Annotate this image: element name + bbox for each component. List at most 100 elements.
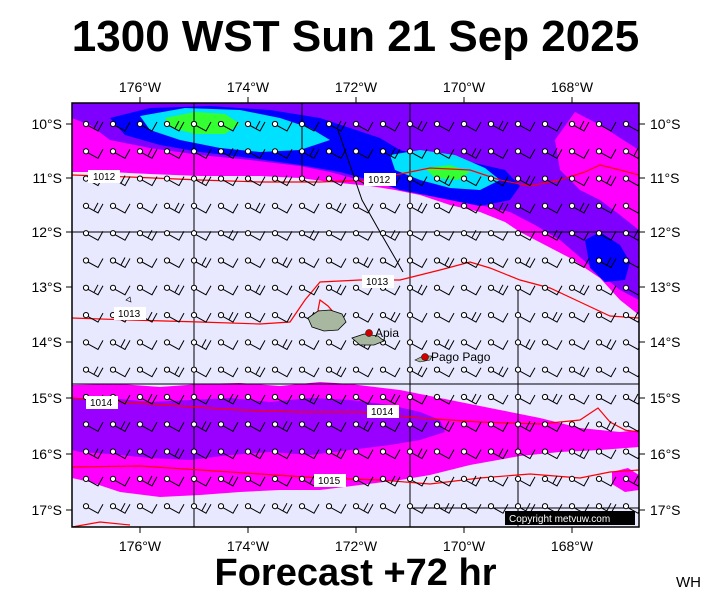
wind-barb-shaft [114, 258, 131, 269]
wind-barb-feather [282, 175, 288, 184]
wind-barb-station [379, 421, 387, 428]
wind-barb-station [136, 366, 144, 373]
wind-barb [109, 230, 131, 241]
wind-barb-feather [552, 393, 558, 402]
wind-barb-feather [444, 175, 450, 184]
rain-band-north-green [165, 112, 240, 134]
lon-label-top: 168°W [551, 79, 594, 95]
wind-barb-feather [282, 339, 288, 348]
wind-barb-shaft [601, 532, 616, 541]
wind-barb-station [514, 257, 522, 264]
wind-barb-shaft [249, 367, 266, 378]
wind-barb-shaft [411, 449, 428, 460]
wind-barb-shaft [303, 121, 320, 132]
wind-barb-feather [606, 175, 612, 184]
wind-barb-shaft [276, 340, 293, 351]
wind-barb [406, 475, 428, 487]
wind-barb [217, 503, 239, 514]
lat-labels-left: 10°S 11°S 12°S 13°S 14°S 15°S 16°S 17°S [31, 116, 62, 518]
wind-barb-feather [633, 393, 639, 402]
wind-barb-feather [633, 311, 639, 320]
wind-barb-feather [498, 120, 504, 129]
wind-barb [433, 312, 455, 323]
wind-barb-station [190, 475, 198, 482]
upolu-island [351, 333, 385, 346]
wind-barb-station [136, 393, 144, 401]
wind-barb-shaft [573, 449, 590, 460]
wind-barb-shaft [384, 340, 401, 351]
wind-barb-feather [93, 202, 99, 211]
wind-barb-station [352, 503, 360, 510]
lon-label-top: 172°W [335, 79, 378, 95]
wind-barb [514, 312, 536, 323]
wind-barb [487, 175, 509, 187]
wind-barb-station [514, 312, 522, 319]
wind-barb-shaft [411, 340, 428, 351]
wind-barb-station [541, 393, 549, 401]
pago-pago-label: Pago Pago [431, 350, 491, 364]
small-island-west [125, 296, 132, 303]
rain-band-north-blue-east [585, 232, 630, 282]
wind-barb [487, 284, 509, 296]
wind-barb-feather [201, 502, 207, 511]
wind-barb [352, 257, 374, 269]
wind-barb-station [352, 393, 360, 401]
wind-barb-shaft [492, 340, 509, 351]
wind-barb-feather [417, 448, 423, 457]
lat-label-left: 10°S [31, 116, 62, 132]
wind-barb-feather [580, 531, 584, 539]
lat-label-left: 15°S [31, 390, 62, 406]
wind-barb-shaft [330, 422, 347, 432]
wind-barb-feather [525, 175, 531, 184]
isobar-label-1015: 1015 [318, 476, 341, 487]
wind-barb [163, 366, 185, 378]
wind-barb [406, 312, 428, 323]
wind-barb [271, 257, 293, 269]
wind-barb [541, 366, 563, 378]
wind-barb-station [190, 366, 198, 373]
wind-barb-station [595, 230, 603, 237]
wind-barb-shaft [222, 476, 239, 487]
wind-barb [406, 339, 428, 351]
wind-barb [271, 393, 293, 405]
wind-barb [217, 284, 239, 296]
wind-barb [352, 502, 374, 514]
wind-barb [514, 148, 536, 159]
wind-barb [541, 175, 563, 187]
wind-barb-station [487, 339, 495, 346]
wind-barb-station [460, 312, 468, 319]
wind-barb-station [82, 503, 90, 510]
wind-barb [595, 475, 617, 487]
wind-barb-shaft [519, 449, 536, 460]
wind-barb [352, 284, 374, 296]
lat-label-right: 14°S [650, 334, 681, 350]
wind-barb-station [379, 312, 387, 319]
wind-barb-shaft [600, 258, 617, 269]
wind-barb-shaft [330, 449, 347, 460]
wind-barb-station [595, 393, 603, 401]
wind-barb-feather [147, 311, 153, 320]
wind-barb-shaft [411, 285, 428, 296]
wind-barb-shaft [357, 149, 374, 159]
wind-barb [82, 257, 104, 269]
precipitation-layer [72, 103, 639, 497]
wind-barb-shaft [546, 422, 563, 432]
wind-barb-feather [201, 175, 207, 184]
wind-barb-shaft [411, 367, 428, 378]
wind-barb [568, 448, 590, 460]
wind-barb-station [433, 339, 441, 346]
wind-barb-feather [228, 393, 234, 402]
wind-barb [82, 312, 104, 323]
wind-barb [379, 120, 401, 132]
wind-barb-feather [606, 257, 612, 266]
wind-barb-shaft [303, 149, 320, 159]
wind-barb-feather [336, 120, 342, 129]
wind-barb-station [433, 284, 441, 291]
wind-barb-shaft [384, 149, 401, 159]
wind-barb [109, 148, 131, 159]
wind-barb-station [136, 175, 144, 182]
wind-barb-station [136, 339, 144, 346]
wind-barb-shaft [384, 258, 401, 269]
wind-barb [541, 202, 563, 214]
wind-barb [83, 531, 103, 541]
